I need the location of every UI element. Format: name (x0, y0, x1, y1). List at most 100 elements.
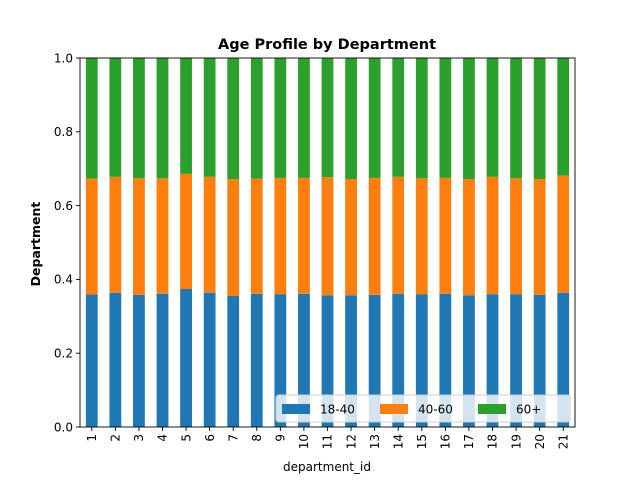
chart-title: Age Profile by Department (218, 37, 436, 53)
bar-segment-dept-7-series-2 (227, 179, 240, 296)
x-tick-label: 16 (439, 434, 453, 449)
x-tick-label: 2 (109, 434, 123, 442)
legend-swatch-series-1 (282, 404, 310, 414)
x-tick-label: 4 (156, 434, 170, 442)
bar-segment-dept-4-series-1 (156, 293, 169, 427)
bar-segment-dept-6-series-1 (203, 292, 216, 427)
x-tick-label: 1 (85, 434, 99, 442)
bar-segment-dept-14-series-3 (392, 58, 405, 177)
legend-box (275, 394, 571, 423)
y-tick-label: 0.6 (54, 199, 73, 213)
bar-segment-dept-21-series-2 (557, 175, 570, 293)
axes-layer: 0.00.20.40.60.81.01 2 3 4 5 6 7 8 9 10 11 12 13 14 15 1… (54, 51, 576, 449)
bar-segment-dept-13-series-3 (368, 58, 381, 178)
bars-layer (85, 58, 570, 427)
bar-segment-dept-13-series-2 (368, 177, 381, 295)
bar-segment-dept-12-series-1 (345, 295, 357, 427)
legend-swatch-series-3 (478, 404, 506, 414)
bar-segment-dept-11-series-1 (321, 295, 334, 427)
bar-segment-dept-3-series-2 (133, 178, 145, 295)
bar-segment-dept-14-series-1 (392, 293, 405, 427)
bar-segment-dept-9-series-1 (274, 294, 287, 427)
y-tick-label: 0.8 (54, 125, 73, 139)
bar-segment-dept-15-series-3 (415, 58, 428, 179)
bar-segment-dept-3-series-3 (133, 58, 145, 179)
bar-segment-dept-20-series-2 (533, 179, 546, 295)
bar-segment-dept-9-series-2 (274, 177, 287, 295)
bar-segment-dept-4-series-2 (156, 178, 169, 294)
x-tick-label: 20 (533, 434, 547, 449)
bar-segment-dept-17-series-2 (463, 179, 475, 296)
bar-segment-dept-12-series-2 (345, 179, 357, 296)
bar-segment-dept-4-series-3 (156, 58, 169, 179)
bar-segment-dept-1-series-2 (85, 178, 98, 295)
legend-label-series-2: 40-60 (418, 403, 453, 417)
x-tick-label: 3 (132, 434, 146, 442)
legend-swatch-series-2 (380, 404, 408, 414)
bar-segment-dept-17-series-3 (463, 58, 475, 180)
legend: 18-40 40-60 60+ (275, 394, 571, 423)
bar-segment-dept-14-series-2 (392, 176, 405, 294)
x-tick-label: 13 (368, 434, 382, 449)
y-tick-label: 1.0 (54, 51, 73, 65)
bar-segment-dept-16-series-2 (439, 177, 452, 294)
bar-segment-dept-15-series-2 (415, 178, 428, 295)
bar-segment-dept-12-series-3 (345, 58, 357, 180)
x-tick-label: 14 (391, 434, 405, 449)
bar-segment-dept-10-series-3 (298, 58, 310, 178)
bar-segment-dept-2-series-1 (109, 292, 122, 427)
bar-segment-dept-1-series-1 (85, 294, 98, 427)
bar-segment-dept-5-series-2 (180, 173, 192, 289)
bar-segment-dept-15-series-1 (415, 294, 428, 427)
y-tick-label: 0.2 (54, 347, 73, 361)
bar-segment-dept-5-series-3 (180, 58, 192, 174)
bar-segment-dept-3-series-1 (133, 294, 145, 427)
bar-segment-dept-1-series-3 (85, 58, 98, 179)
x-tick-label: 11 (321, 434, 335, 449)
y-axis-label: Department (28, 202, 43, 287)
x-tick-label: 8 (250, 434, 264, 442)
bar-segment-dept-8-series-3 (250, 58, 263, 179)
bar-segment-dept-20-series-3 (533, 58, 546, 180)
bar-segment-dept-6-series-2 (203, 176, 216, 293)
bar-segment-dept-19-series-2 (510, 178, 522, 295)
bar-segment-dept-8-series-2 (250, 178, 263, 294)
x-tick-label: 21 (556, 434, 570, 449)
bar-segment-dept-18-series-1 (486, 294, 499, 427)
bar-segment-dept-17-series-1 (463, 295, 475, 427)
x-tick-label: 15 (415, 434, 429, 449)
bar-segment-dept-11-series-2 (321, 177, 334, 296)
bar-segment-dept-18-series-2 (486, 176, 499, 295)
y-tick-label: 0.4 (54, 273, 73, 287)
bar-segment-dept-10-series-2 (298, 177, 310, 294)
legend-label-series-1: 18-40 (320, 403, 355, 417)
bar-segment-dept-16-series-3 (439, 58, 452, 178)
bar-segment-dept-11-series-3 (321, 58, 334, 178)
bar-segment-dept-16-series-1 (439, 293, 452, 427)
x-tick-label: 18 (486, 434, 500, 449)
bar-segment-dept-21-series-3 (557, 58, 570, 176)
x-tick-label: 5 (179, 434, 193, 442)
x-tick-label: 7 (226, 434, 240, 442)
bar-segment-dept-18-series-3 (486, 58, 499, 177)
bar-segment-dept-7-series-3 (227, 58, 240, 180)
x-tick-label: 9 (274, 434, 288, 442)
x-axis-label: department_id (283, 460, 371, 474)
bar-segment-dept-5-series-1 (180, 288, 192, 427)
x-tick-label: 17 (462, 434, 476, 449)
bar-segment-dept-7-series-1 (227, 296, 240, 427)
x-tick-label: 19 (509, 434, 523, 449)
bar-segment-dept-6-series-3 (203, 58, 216, 177)
y-tick-label: 0.0 (54, 420, 73, 434)
x-tick-label: 6 (203, 434, 217, 442)
bar-segment-dept-13-series-1 (368, 294, 381, 427)
bar-segment-dept-2-series-2 (109, 176, 122, 293)
bar-segment-dept-9-series-3 (274, 58, 287, 178)
legend-label-series-3: 60+ (516, 403, 541, 417)
bar-segment-dept-8-series-1 (250, 293, 263, 427)
bar-segment-dept-19-series-1 (510, 294, 522, 427)
x-tick-label: 12 (344, 434, 358, 449)
bar-segment-dept-20-series-1 (533, 294, 546, 427)
bar-segment-dept-10-series-1 (298, 293, 310, 427)
